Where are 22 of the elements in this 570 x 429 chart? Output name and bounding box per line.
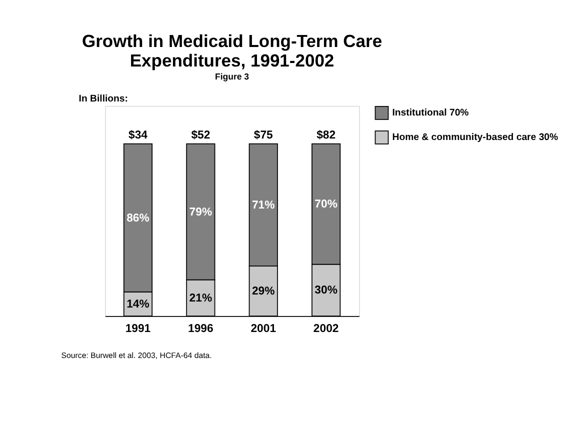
data-label: 86% — [126, 212, 150, 224]
text: In Billions: — [78, 94, 128, 104]
text: $34 — [128, 130, 148, 142]
x-tick-label: 2002 — [313, 323, 339, 336]
data-label: 29% — [252, 286, 275, 298]
text: $75 — [254, 130, 274, 142]
chart-title: Growth in Medicaid Long-Term Care Expenditures, 1991-2002 — [82, 31, 382, 70]
x-tick-label: 2001 — [250, 323, 277, 336]
text: $52 — [191, 130, 210, 142]
legend-label: Institutional 70% — [392, 108, 470, 119]
data-label: 70% — [314, 198, 338, 211]
legend-label: Home & community-based care 30% — [392, 132, 559, 144]
data-label: 30% — [314, 284, 338, 297]
data-label: 14% — [126, 298, 150, 310]
chart-subtitle: Figure 3 — [215, 72, 250, 82]
data-label: 21% — [189, 292, 212, 304]
source-note: Source: Burwell et al. 2003, HCFA-64 data. — [61, 351, 212, 360]
x-tick-label: 1996 — [188, 323, 214, 336]
data-label: 71% — [252, 199, 275, 212]
x-tick-label: 1991 — [125, 323, 152, 336]
text: $82 — [316, 130, 336, 142]
data-label: 79% — [189, 206, 212, 218]
